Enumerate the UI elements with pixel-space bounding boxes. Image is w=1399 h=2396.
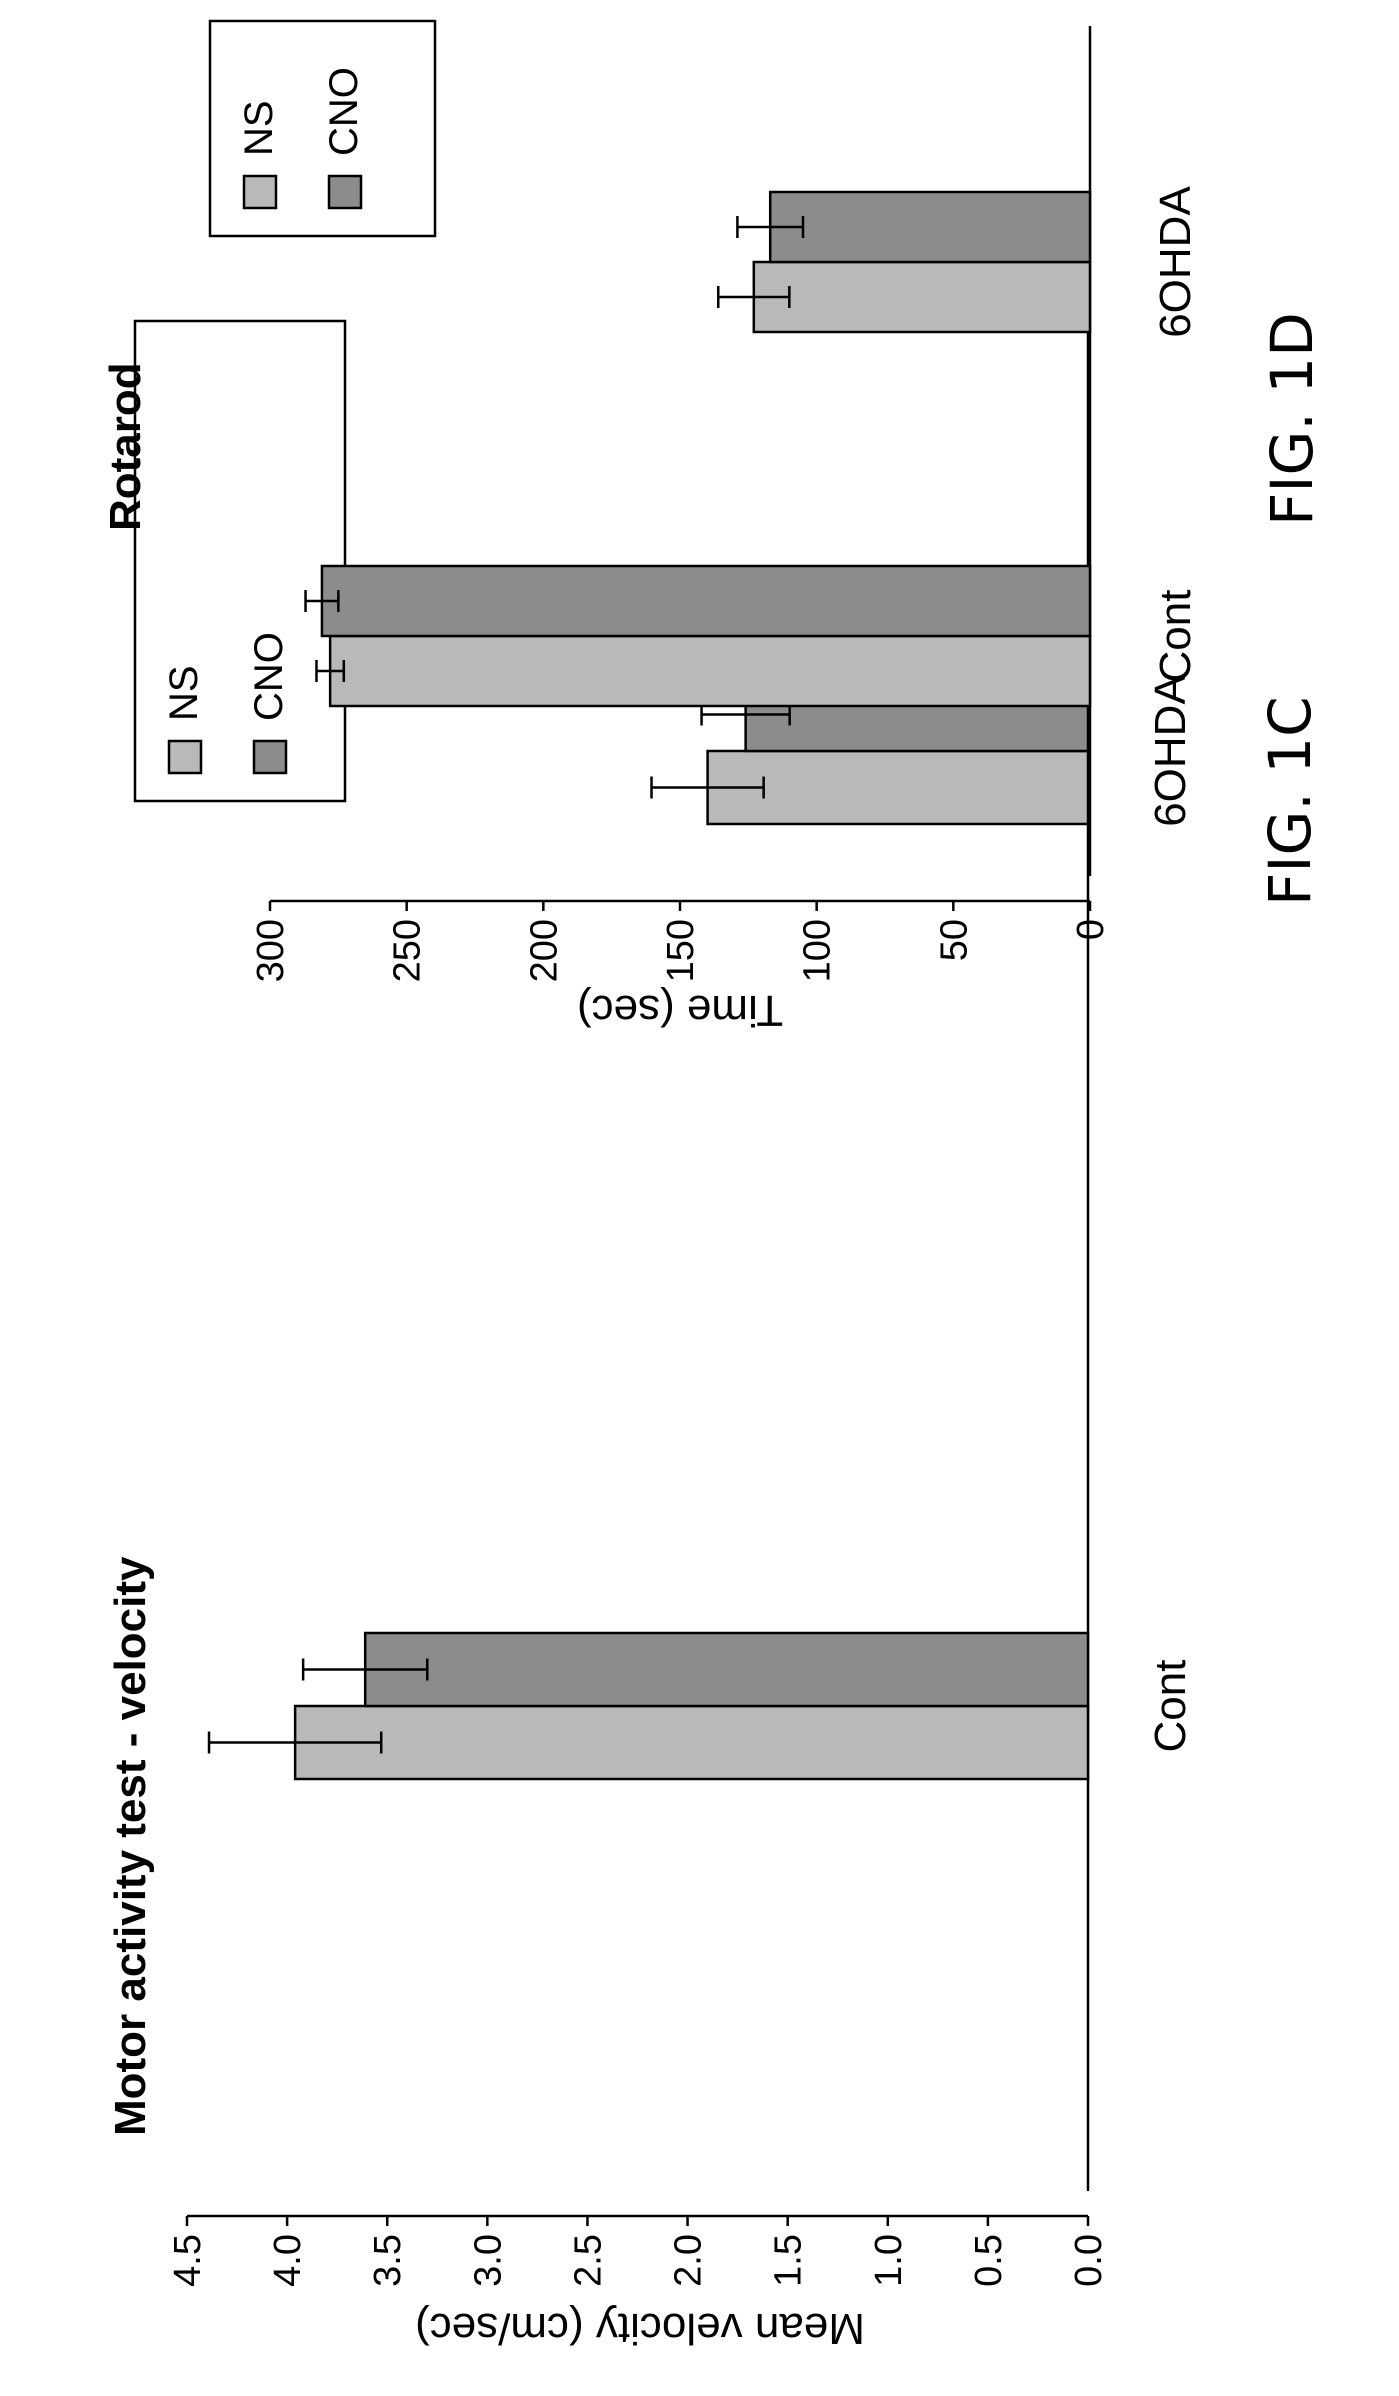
velocity-y-tick-label: 0.5 bbox=[968, 2234, 1010, 2287]
rotarod-y-tick-label: 0 bbox=[1070, 919, 1112, 940]
velocity-chart: Motor activity test - velocity 0.0 0.5 1.0 1… bbox=[106, 206, 1324, 2353]
velocity-y-tick-label: 2.5 bbox=[567, 2234, 609, 2287]
rotarod-bar-6OHDA-NS bbox=[752, 260, 1092, 334]
rotarod-bar-Cont-NS bbox=[328, 634, 1092, 708]
velocity-y-tick-label: 4.5 bbox=[167, 2234, 209, 2287]
velocity-legend-label-CNO: CNO bbox=[247, 632, 291, 721]
velocity-y-tick-label: 3.0 bbox=[467, 2234, 509, 2287]
rotarod-y-tick-label: 100 bbox=[797, 919, 839, 982]
velocity-category-label: 6OHDA bbox=[1146, 675, 1195, 827]
velocity-legend-box bbox=[133, 319, 347, 803]
rotarod-y-tick-label: 300 bbox=[250, 919, 292, 982]
rotarod-chart-title: Rotarod bbox=[101, 362, 150, 531]
velocity-y-tick-label: 2.0 bbox=[668, 2234, 710, 2287]
velocity-legend-swatch-NS bbox=[167, 739, 203, 775]
rotarod-y-tick-label: 50 bbox=[933, 919, 975, 961]
rotarod-figure-label: FIG. 1D bbox=[1258, 312, 1326, 526]
rotarod-bar-Cont-CNO bbox=[320, 564, 1092, 638]
rotarod-legend-label-NS: NS bbox=[237, 100, 281, 156]
rotarod-category-label: 6OHDA bbox=[1151, 186, 1200, 338]
velocity-category-label: Cont bbox=[1146, 1660, 1195, 1753]
velocity-legend-label-NS: NS bbox=[162, 665, 206, 721]
velocity-y-axis-label: Mean velocity (cm/sec) bbox=[415, 2304, 865, 2353]
rotarod-category-label: Cont bbox=[1151, 590, 1200, 683]
velocity-y-tick-label: 1.0 bbox=[868, 2234, 910, 2287]
rotarod-y-tick-label: 200 bbox=[523, 919, 565, 982]
velocity-y-tick-label: 3.5 bbox=[367, 2234, 409, 2287]
rotarod-legend-label-CNO: CNO bbox=[322, 67, 366, 156]
rotarod-legend-swatch-CNO bbox=[327, 174, 363, 210]
rotarod-bar-6OHDA-CNO bbox=[768, 190, 1092, 264]
velocity-y-tick-label: 1.5 bbox=[768, 2234, 810, 2287]
rotarod-y-tick-label: 250 bbox=[387, 919, 429, 982]
velocity-y-tick-label: 0.0 bbox=[1068, 2234, 1110, 2287]
rotarod-legend-swatch-NS bbox=[242, 174, 278, 210]
velocity-figure-label: FIG. 1C bbox=[1256, 696, 1324, 906]
velocity-chart-title: Motor activity test - velocity bbox=[106, 1556, 155, 2136]
velocity-legend-swatch-CNO bbox=[252, 739, 288, 775]
velocity-bar-Cont-CNO bbox=[363, 1631, 1090, 1708]
velocity-y-tick-label: 4.0 bbox=[267, 2234, 309, 2287]
rotarod-y-tick-label: 150 bbox=[660, 919, 702, 982]
rotarod-y-axis-label: Time (sec) bbox=[577, 986, 783, 1035]
velocity-bar-Cont-NS bbox=[293, 1704, 1090, 1781]
